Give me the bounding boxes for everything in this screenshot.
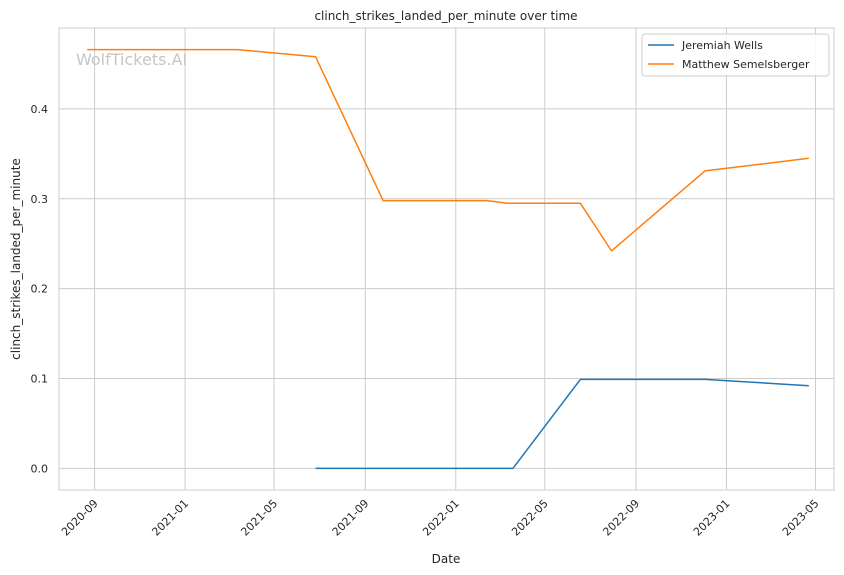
x-tick-label: 2021-05 bbox=[238, 497, 280, 539]
plot-frame bbox=[58, 27, 835, 491]
legend: Jeremiah Wells Matthew Semelsberger bbox=[641, 33, 830, 77]
legend-label: Matthew Semelsberger bbox=[682, 58, 810, 71]
legend-box bbox=[641, 33, 830, 77]
series-lines bbox=[87, 48, 809, 470]
y-axis-title: clinch_strikes_landed_per_minute bbox=[9, 158, 23, 360]
x-axis-title: Date bbox=[432, 552, 461, 566]
y-tick-label: 0.2 bbox=[31, 283, 49, 296]
y-tick-label: 0.3 bbox=[31, 193, 49, 206]
x-gridlines bbox=[94, 28, 816, 490]
series-line-matthew-semelsberger bbox=[87, 48, 809, 252]
x-tick-label: 2021-01 bbox=[150, 497, 192, 539]
x-tick-label: 2021-09 bbox=[330, 497, 372, 539]
x-tick-label: 2023-05 bbox=[780, 497, 822, 539]
series-line-jeremiah-wells bbox=[315, 378, 809, 470]
legend-label: Jeremiah Wells bbox=[681, 39, 763, 52]
x-tick-label: 2022-01 bbox=[420, 497, 462, 539]
x-tick-label: 2020-09 bbox=[59, 497, 101, 539]
y-tick-label: 0.1 bbox=[31, 373, 49, 386]
x-tick-label: 2023-01 bbox=[691, 497, 733, 539]
plot-area bbox=[59, 28, 834, 490]
chart-title: clinch_strikes_landed_per_minute over ti… bbox=[314, 9, 577, 23]
y-tick-label: 0.0 bbox=[31, 462, 49, 475]
y-tick-label: 0.4 bbox=[31, 103, 49, 116]
x-tick-labels: 2020-09 2021-01 2021-05 2021-09 2022-01 2022-… bbox=[59, 497, 822, 539]
x-tick-label: 2022-05 bbox=[509, 497, 551, 539]
y-tick-labels: 0.0 0.1 0.2 0.3 0.4 bbox=[31, 103, 49, 476]
y-gridlines bbox=[59, 108, 834, 469]
x-tick-label: 2022-09 bbox=[600, 497, 642, 539]
watermark: WolfTickets.AI bbox=[76, 50, 187, 69]
